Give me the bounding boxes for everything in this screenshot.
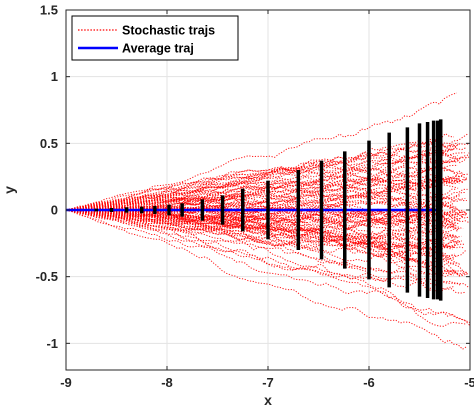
stochastic-trajectory	[65, 209, 458, 275]
x-tick-label: -8	[161, 375, 173, 390]
stochastic-trajectory	[65, 200, 469, 219]
stochastic-trajectory	[65, 209, 457, 274]
legend-box	[71, 15, 239, 61]
y-axis-label: y	[1, 186, 17, 194]
x-tick-label: -7	[262, 375, 274, 390]
x-axis-label: x	[264, 392, 272, 408]
stochastic-trajectories	[65, 92, 471, 350]
stochastic-trajectory	[65, 209, 459, 265]
y-tick-label: 1.5	[40, 3, 58, 18]
stochastic-trajectory	[65, 140, 459, 211]
y-tick-label: -0.5	[36, 269, 58, 284]
stochastic-trajectory	[66, 180, 459, 213]
stochastic-trajectory	[65, 209, 458, 258]
stochastic-trajectory	[65, 146, 457, 211]
stochastic-trajectory	[65, 206, 463, 225]
stochastic-trajectory	[66, 209, 465, 253]
stochastic-trajectory	[65, 152, 458, 211]
stochastic-trajectory	[65, 209, 459, 248]
stochastic-trajectory	[65, 92, 458, 211]
y-tick-label: 0.5	[40, 136, 58, 151]
stochastic-trajectory	[65, 209, 468, 350]
stochastic-trajectory	[65, 133, 468, 211]
error-bars	[94, 119, 443, 301]
stochastic-trajectory	[65, 188, 457, 211]
stochastic-trajectory	[65, 174, 461, 212]
axis-ticks: -9 -8 -7 -6 -5 -1 -0.5 0 0.5 1 1.5	[36, 3, 474, 391]
stochastic-trajectory	[65, 209, 465, 294]
x-tick-label: -5	[464, 375, 474, 390]
stochastic-trajectory	[65, 209, 470, 323]
y-tick-label: 1	[51, 69, 58, 84]
stochastic-trajectory	[65, 209, 458, 238]
y-tick-label: -1	[46, 336, 58, 351]
stochastic-trajectory	[65, 209, 455, 234]
legend-label-stochastic: Stochastic trajs	[122, 24, 215, 38]
legend: Stochastic trajs Average traj	[71, 15, 239, 61]
x-tick-label: -6	[363, 375, 375, 390]
y-tick-label: 0	[51, 203, 58, 218]
stochastic-trajectory	[65, 164, 458, 211]
legend-label-average: Average traj	[122, 42, 194, 56]
stochastic-trajectory	[65, 156, 462, 211]
stochastic-trajectory	[65, 205, 460, 230]
x-tick-label: -9	[60, 375, 72, 390]
stochastic-trajectory	[65, 209, 466, 275]
stochastic-trajectory	[65, 178, 462, 211]
stochastic-trajectory	[65, 209, 462, 287]
stochastic-trajectory	[65, 165, 465, 211]
stochastic-trajectory	[65, 139, 470, 211]
stochastic-trajectory	[65, 208, 460, 236]
